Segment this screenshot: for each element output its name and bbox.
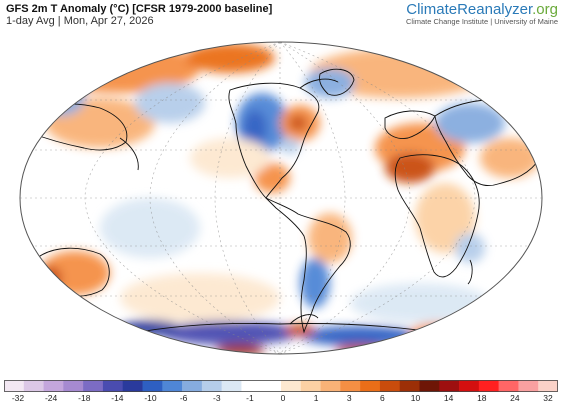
color-swatch [142,380,163,392]
color-scale-tick-label: 10 [410,393,421,403]
color-scale-tick-label: 3 [346,393,352,403]
brand-affiliation: Climate Change Institute | University of… [405,17,558,26]
anomaly-field [35,43,540,354]
africa-outline [394,154,480,278]
color-scale-tick-label: 24 [510,393,520,403]
color-swatch [439,380,460,392]
color-swatch [23,380,44,392]
south-america-outline [265,197,351,334]
color-swatch [43,380,64,392]
color-scale-tick-label: 32 [543,393,553,403]
color-swatch [419,380,440,392]
color-swatch [83,380,104,392]
greenland-outline [319,68,355,96]
color-scale-tick-label: -18 [78,393,91,403]
color-swatch [399,380,420,392]
color-scale-tick-label: 18 [477,393,487,403]
map-title: GFS 2m T Anomaly (°C) [CFSR 1979-2000 ba… [6,3,273,15]
globe-outline [19,41,543,355]
color-swatch [182,380,203,392]
color-swatch [518,380,539,392]
color-scale-tick-label: -24 [44,393,58,403]
color-swatch [459,380,480,392]
color-scale-tick-label: 6 [380,393,385,403]
color-swatch [4,380,25,392]
color-swatch [300,380,321,392]
color-scale-tick-label: -1 [246,393,254,403]
color-swatch [201,380,222,392]
color-scale-tick-label: -6 [179,393,188,403]
color-swatch [102,380,124,392]
color-swatch [340,380,361,392]
temperature-anomaly-map [19,41,543,355]
north-america-outline [228,82,320,199]
brand-name: ClimateReanalyzer [406,1,533,18]
coastlines [20,68,542,339]
color-swatch [221,380,242,392]
color-swatch [478,380,499,392]
color-swatch [162,380,183,392]
color-scale-tick-label: 14 [443,393,454,403]
europe-outline [384,110,436,139]
color-swatch [360,380,381,392]
color-scale-bar [4,380,558,392]
color-scale-tick-label: -32 [11,393,25,403]
color-scale-tick-label: -14 [111,393,124,403]
color-scale-tick-label: 1 [313,393,319,403]
color-swatch [63,380,84,392]
brand-logo-text[interactable]: ClimateReanalyzer.org [406,1,558,18]
map-subtitle: 1-day Avg | Mon, Apr 27, 2026 [6,15,154,27]
color-scale-tick-label: 0 [280,393,286,403]
brand-tld: .org [532,1,558,18]
color-scale-tick-label: -10 [144,393,157,403]
color-swatch [320,380,341,392]
color-swatch [241,380,262,392]
color-swatch [538,380,558,392]
color-swatch [379,380,401,392]
brand-block: ClimateReanalyzer.org Climate Change Ins… [406,1,558,26]
color-scale-tick-label: -3 [213,393,221,403]
color-swatch [498,380,519,392]
color-swatch [122,380,143,392]
color-swatch [261,380,282,392]
antarctica-outline [109,323,461,339]
graticule [20,42,542,354]
color-swatch [281,380,302,392]
